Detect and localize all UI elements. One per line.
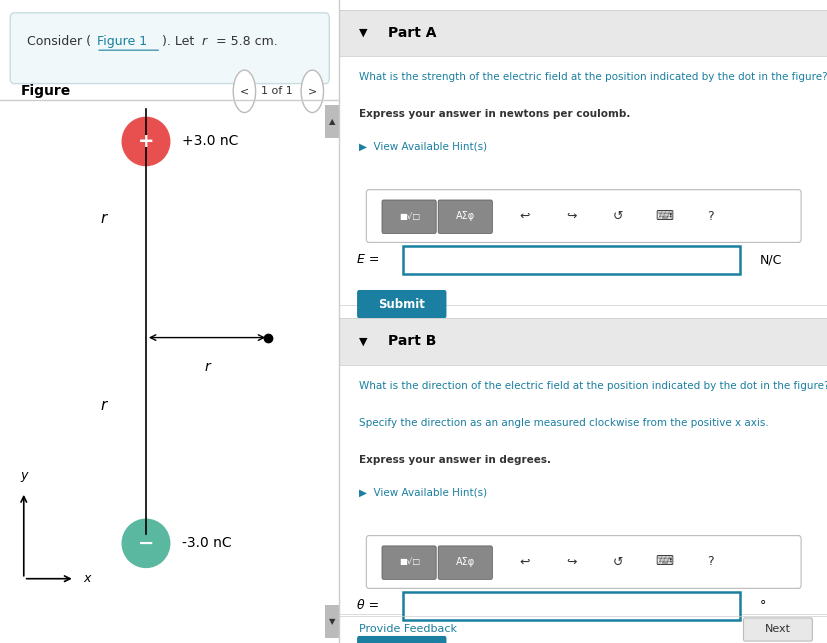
Text: <: <: [240, 86, 249, 96]
Text: +: +: [137, 132, 154, 151]
Text: −: −: [137, 534, 154, 553]
Text: ▼: ▼: [359, 28, 367, 38]
Text: -3.0 nC: -3.0 nC: [181, 536, 231, 550]
FancyBboxPatch shape: [356, 636, 446, 643]
Text: Part B: Part B: [388, 334, 436, 349]
FancyBboxPatch shape: [339, 318, 827, 365]
FancyBboxPatch shape: [356, 290, 446, 318]
Circle shape: [233, 70, 256, 113]
FancyBboxPatch shape: [325, 105, 338, 138]
Text: What is the strength of the electric field at the position indicated by the dot : What is the strength of the electric fie…: [359, 72, 827, 82]
FancyBboxPatch shape: [403, 246, 739, 274]
FancyBboxPatch shape: [437, 546, 492, 579]
Ellipse shape: [122, 520, 170, 567]
Text: ↩: ↩: [519, 210, 530, 222]
Text: θ =: θ =: [356, 599, 378, 612]
Text: °: °: [758, 599, 765, 612]
Text: x: x: [83, 572, 90, 585]
Text: Figure 1: Figure 1: [97, 35, 146, 48]
Text: ?: ?: [706, 556, 713, 568]
Text: = 5.8 cm.: = 5.8 cm.: [212, 35, 278, 48]
Text: ▲: ▲: [328, 117, 335, 126]
Text: 1 of 1: 1 of 1: [261, 86, 292, 96]
Text: ▼: ▼: [328, 617, 335, 626]
Text: ⌨: ⌨: [654, 556, 672, 568]
Circle shape: [301, 70, 323, 113]
FancyBboxPatch shape: [339, 10, 827, 305]
Text: y: y: [20, 469, 27, 482]
Text: Provide Feedback: Provide Feedback: [359, 624, 457, 635]
Text: ↺: ↺: [612, 210, 623, 222]
FancyBboxPatch shape: [10, 13, 329, 84]
Text: Figure: Figure: [21, 84, 70, 98]
Text: Express your answer in newtons per coulomb.: Express your answer in newtons per coulo…: [359, 109, 629, 120]
Text: ▶  View Available Hint(s): ▶ View Available Hint(s): [359, 141, 486, 152]
FancyBboxPatch shape: [381, 200, 436, 233]
FancyBboxPatch shape: [437, 200, 492, 233]
FancyBboxPatch shape: [339, 318, 827, 614]
Text: Specify the direction as an angle measured clockwise from the positive x axis.: Specify the direction as an angle measur…: [359, 418, 767, 428]
Text: >: >: [308, 86, 317, 96]
Text: Submit: Submit: [378, 298, 425, 311]
Ellipse shape: [122, 117, 170, 165]
Text: r: r: [100, 211, 106, 226]
Text: r: r: [204, 359, 210, 374]
Text: ). Let: ). Let: [162, 35, 198, 48]
Text: ▼: ▼: [359, 336, 367, 347]
FancyBboxPatch shape: [325, 605, 338, 638]
Text: N/C: N/C: [758, 253, 781, 266]
Text: r: r: [202, 35, 207, 48]
Text: ↪: ↪: [566, 556, 576, 568]
Text: ↪: ↪: [566, 210, 576, 222]
Text: ⌨: ⌨: [654, 210, 672, 222]
FancyBboxPatch shape: [366, 190, 801, 242]
FancyBboxPatch shape: [743, 618, 811, 641]
Text: ▶  View Available Hint(s): ▶ View Available Hint(s): [359, 487, 486, 498]
Text: Part A: Part A: [388, 26, 437, 40]
Text: ■√□: ■√□: [399, 557, 419, 566]
Text: ↺: ↺: [612, 556, 623, 568]
Text: AΣφ: AΣφ: [456, 211, 475, 221]
Text: +3.0 nC: +3.0 nC: [181, 134, 237, 149]
Text: Next: Next: [764, 624, 791, 635]
Text: Consider (: Consider (: [27, 35, 91, 48]
FancyBboxPatch shape: [403, 592, 739, 620]
FancyBboxPatch shape: [381, 546, 436, 579]
Text: r: r: [100, 397, 106, 413]
Text: E =: E =: [356, 253, 379, 266]
FancyBboxPatch shape: [366, 536, 801, 588]
FancyBboxPatch shape: [339, 10, 827, 56]
Text: Express your answer in degrees.: Express your answer in degrees.: [359, 455, 550, 466]
Text: ■√□: ■√□: [399, 212, 419, 221]
Text: ?: ?: [706, 210, 713, 222]
Text: ↩: ↩: [519, 556, 530, 568]
Text: AΣφ: AΣφ: [456, 557, 475, 567]
Text: What is the direction of the electric field at the position indicated by the dot: What is the direction of the electric fi…: [359, 381, 827, 391]
